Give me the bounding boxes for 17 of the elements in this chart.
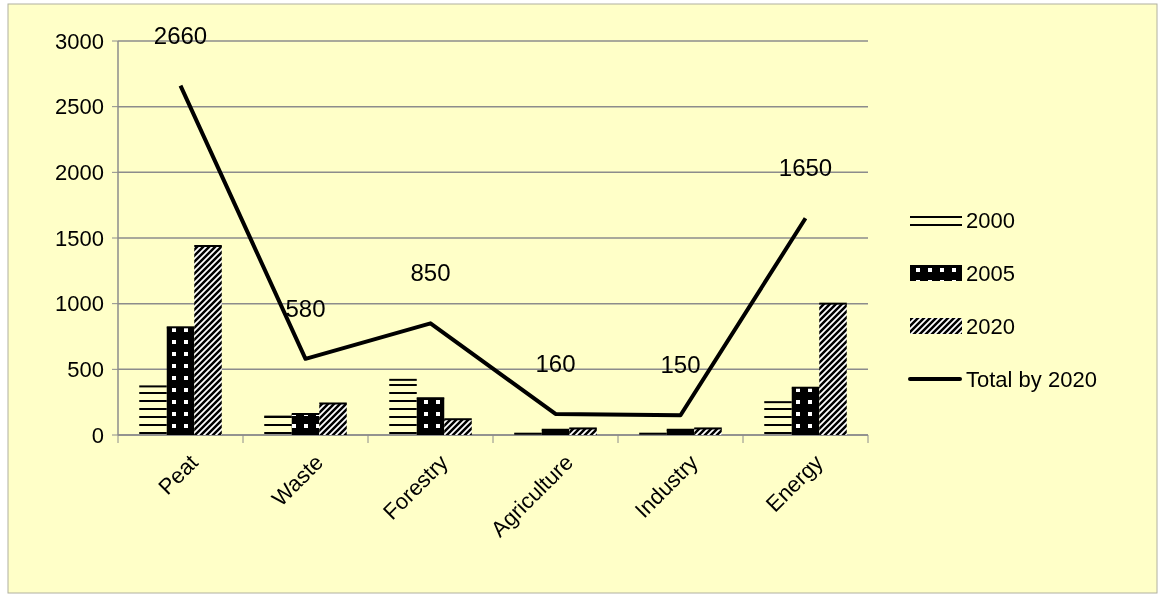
data-label: 850	[410, 259, 451, 287]
y-tick-label: 3000	[55, 28, 104, 54]
legend-label: 2000	[966, 207, 1015, 233]
y-tick-label: 2500	[55, 94, 104, 120]
data-label: 2660	[153, 21, 208, 49]
y-tick-label: 2000	[55, 160, 104, 186]
y-tick-label: 1000	[55, 291, 104, 317]
data-label: 1650	[778, 154, 833, 182]
data-label: 160	[535, 349, 576, 377]
legend-label: Total by 2020	[966, 366, 1097, 392]
y-tick-label: 0	[91, 422, 104, 448]
y-tick-label: 500	[67, 357, 104, 383]
legend-label: 2020	[966, 313, 1015, 339]
data-label: 580	[285, 294, 326, 322]
legend-label: 2005	[966, 260, 1015, 286]
y-tick-label: 1500	[55, 225, 104, 251]
data-label: 150	[660, 351, 701, 379]
